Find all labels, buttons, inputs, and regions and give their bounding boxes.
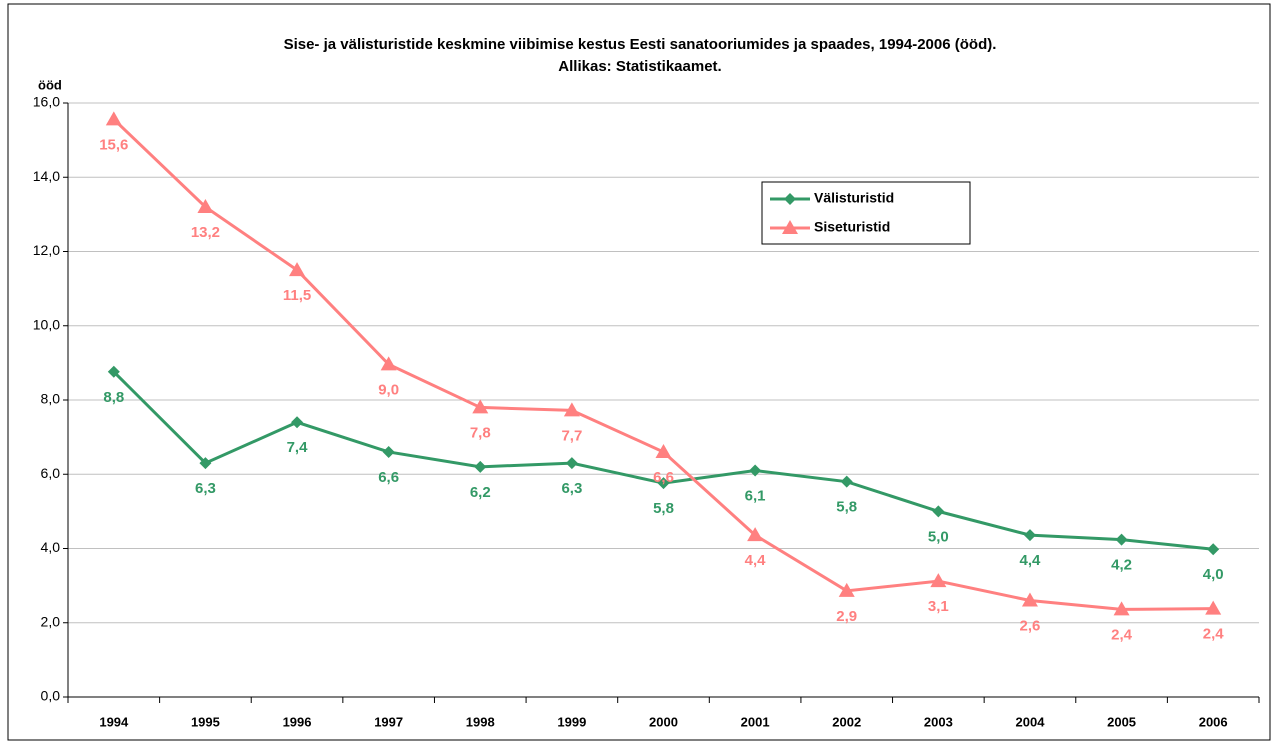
data-label: 8,8	[103, 389, 124, 406]
y-tick-label: 12,0	[33, 242, 60, 258]
data-label: 3,1	[928, 598, 949, 615]
legend-label: Siseturistid	[814, 219, 890, 235]
marker	[474, 460, 487, 473]
marker	[1207, 543, 1220, 556]
y-tick-label: 16,0	[33, 94, 60, 110]
data-label: 9,0	[378, 381, 399, 398]
data-label: 4,2	[1111, 557, 1132, 574]
data-label: 5,0	[928, 528, 949, 545]
y-tick-label: 14,0	[33, 168, 60, 184]
marker	[382, 445, 395, 458]
data-label: 2,6	[1020, 617, 1041, 634]
data-label: 7,7	[561, 427, 582, 444]
x-tick-label: 1999	[557, 714, 586, 729]
data-label: 15,6	[99, 136, 128, 153]
x-tick-label: 1997	[374, 714, 403, 729]
y-tick-label: 4,0	[41, 539, 61, 555]
chart-border	[7, 3, 1271, 741]
marker	[289, 262, 306, 277]
data-label: 6,6	[653, 469, 674, 486]
marker	[930, 573, 947, 588]
data-label: 2,4	[1111, 626, 1133, 643]
marker	[1113, 601, 1130, 616]
marker	[105, 111, 122, 126]
marker	[749, 464, 762, 477]
marker	[565, 457, 578, 470]
marker	[1023, 529, 1036, 542]
data-label: 4,4	[1020, 552, 1042, 569]
marker	[782, 220, 798, 234]
data-label: 4,0	[1203, 566, 1224, 583]
marker	[932, 505, 945, 518]
x-tick-label: 1994	[99, 714, 129, 729]
x-tick-label: 2002	[832, 714, 861, 729]
data-label: 7,4	[287, 439, 309, 456]
marker	[563, 402, 580, 417]
data-label: 11,5	[283, 287, 311, 304]
x-tick-label: 2005	[1107, 714, 1136, 729]
y-tick-label: 10,0	[33, 316, 60, 332]
x-tick-label: 1998	[466, 714, 495, 729]
data-label: 2,4	[1203, 626, 1225, 643]
marker	[472, 399, 489, 414]
x-tick-label: 1996	[283, 714, 312, 729]
chart-title: Sise- ja välisturistide keskmine viibimi…	[284, 36, 997, 53]
x-tick-label: 2001	[741, 714, 770, 729]
marker	[784, 193, 796, 205]
x-tick-label: 1995	[191, 714, 220, 729]
data-label: 2,9	[836, 608, 857, 625]
data-label: 5,8	[653, 500, 674, 517]
y-tick-label: 0,0	[41, 688, 61, 704]
marker	[197, 198, 214, 213]
x-tick-label: 2006	[1199, 714, 1228, 729]
marker	[1205, 600, 1222, 615]
marker	[1115, 533, 1128, 546]
data-label: 6,3	[561, 480, 582, 497]
marker	[1021, 592, 1038, 607]
y-axis-label: ööd	[38, 77, 62, 92]
x-tick-label: 2000	[649, 714, 678, 729]
x-tick-label: 2003	[924, 714, 953, 729]
data-label: 6,6	[378, 469, 399, 486]
data-label: 6,3	[195, 480, 216, 497]
y-tick-label: 8,0	[41, 391, 61, 407]
marker	[840, 475, 853, 488]
marker	[747, 527, 764, 542]
marker	[199, 457, 212, 470]
data-label: 7,8	[470, 424, 491, 441]
y-tick-label: 2,0	[41, 613, 61, 629]
data-label: 6,1	[745, 488, 766, 505]
marker	[657, 477, 670, 490]
legend-label: Välisturistid	[814, 190, 894, 206]
data-label: 4,4	[745, 552, 767, 569]
data-label: 5,8	[836, 499, 857, 516]
chart-subtitle: Allikas: Statistikaamet.	[558, 58, 721, 75]
marker	[107, 365, 120, 378]
marker	[655, 443, 672, 458]
marker	[380, 356, 397, 371]
x-tick-label: 2004	[1016, 714, 1046, 729]
marker	[838, 582, 855, 597]
data-label: 6,2	[470, 484, 491, 501]
marker	[291, 416, 304, 429]
y-tick-label: 6,0	[41, 465, 61, 481]
data-label: 13,2	[191, 224, 220, 241]
